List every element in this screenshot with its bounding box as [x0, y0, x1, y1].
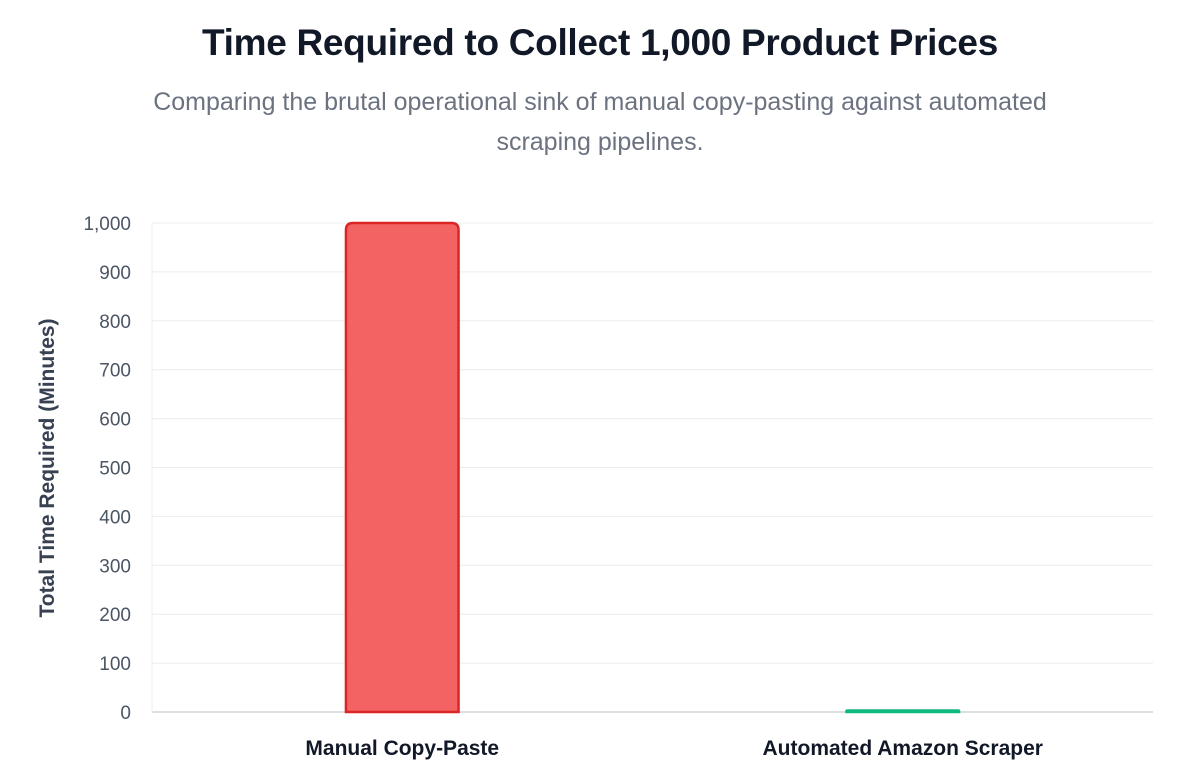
y-tick-label: 200	[99, 605, 131, 626]
gridlines	[151, 222, 1153, 713]
y-tick-label: 400	[99, 507, 131, 528]
x-axis-categories: Manual Copy-Paste Automated Amazon Scrape…	[305, 737, 1043, 760]
y-tick-label: 100	[99, 654, 131, 675]
y-axis-title: Total Time Required (Minutes)	[36, 318, 59, 617]
bar-manual-copy-paste[interactable]	[344, 221, 460, 714]
x-category-label: Automated Amazon Scraper	[763, 737, 1043, 760]
y-tick-label: 0	[120, 703, 131, 724]
y-tick-label: 700	[99, 361, 131, 382]
chart-title: Time Required to Collect 1,000 Product P…	[202, 22, 998, 63]
y-tick-label: 900	[99, 263, 131, 284]
y-tick-label: 500	[99, 459, 131, 480]
bars	[344, 221, 961, 714]
y-axis-ticks: 0 100 200 300 400 500 600 700 800 900 1,000	[83, 214, 131, 724]
y-tick-label: 1,000	[83, 214, 131, 235]
chart-subtitle: Comparing the brutal operational sink of…	[153, 88, 1047, 156]
x-category-label: Manual Copy-Paste	[305, 737, 499, 760]
y-tick-label: 300	[99, 556, 131, 577]
bar-automated-amazon-scraper[interactable]	[845, 709, 961, 714]
y-tick-label: 800	[99, 312, 131, 333]
y-tick-label: 600	[99, 410, 131, 431]
